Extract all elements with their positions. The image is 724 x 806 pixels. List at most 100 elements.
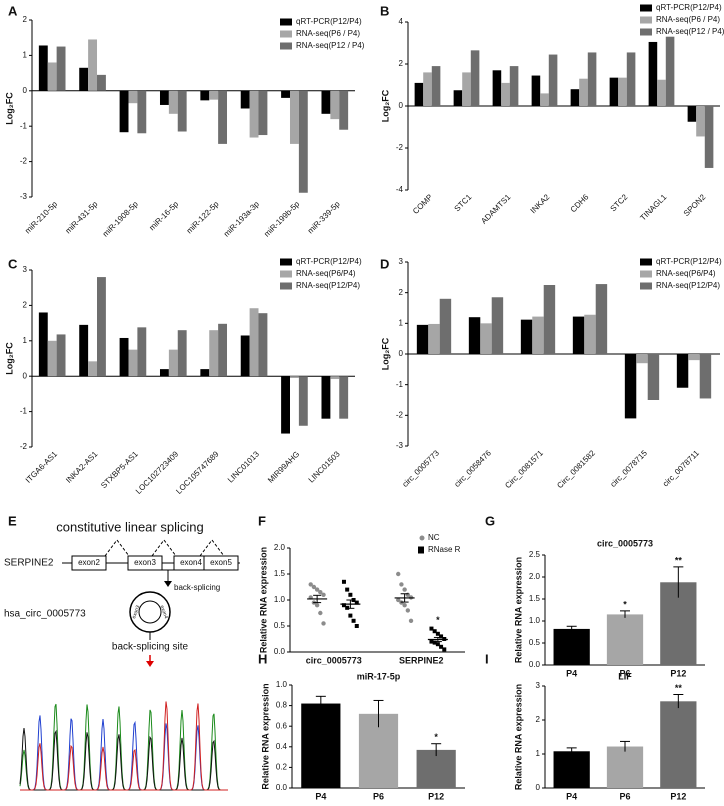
bar bbox=[480, 323, 492, 354]
data-point bbox=[432, 640, 437, 645]
x-tick-label: miR-431-5p bbox=[64, 199, 100, 235]
trace bbox=[20, 701, 228, 791]
trace bbox=[19, 727, 228, 791]
bar bbox=[462, 72, 471, 106]
bar bbox=[606, 746, 644, 788]
data-point bbox=[345, 605, 350, 610]
panel-letter: H bbox=[258, 651, 267, 666]
y-tick-label: 0 bbox=[536, 783, 541, 792]
bar bbox=[595, 284, 608, 354]
x-tick-label: TINAGL1 bbox=[638, 192, 668, 222]
data-point bbox=[348, 592, 353, 597]
bar bbox=[218, 90, 228, 144]
bar bbox=[688, 354, 700, 361]
circ-exon-label: exon4 bbox=[159, 605, 169, 620]
y-tick-label: -2 bbox=[20, 442, 28, 451]
data-point bbox=[435, 631, 440, 636]
data-point bbox=[402, 603, 407, 608]
x-tick-label: circ_0005773 bbox=[306, 655, 362, 665]
y-tick-label: -1 bbox=[20, 407, 28, 416]
y-tick-label: 0.4 bbox=[276, 742, 288, 751]
significance: ** bbox=[675, 555, 683, 565]
y-tick-label: 3 bbox=[399, 257, 404, 266]
diagram-title: constitutive linear splicing bbox=[56, 519, 203, 534]
panel-letter: A bbox=[8, 3, 18, 18]
exon-label: exon4 bbox=[180, 558, 202, 567]
chart-title: circ_0005773 bbox=[597, 538, 653, 548]
x-tick-label: STXBP5-AS1 bbox=[99, 449, 140, 490]
y-tick-label: -2 bbox=[20, 157, 28, 166]
x-tick-label: ADAMTS1 bbox=[479, 192, 512, 225]
panel-letter: B bbox=[380, 3, 389, 18]
data-point bbox=[345, 587, 350, 592]
x-tick-label: circ_0005773 bbox=[401, 448, 442, 489]
x-tick-label: STC1 bbox=[453, 192, 474, 213]
legend-label: NC bbox=[428, 533, 440, 542]
y-tick-label: 0.0 bbox=[529, 660, 541, 669]
bar bbox=[501, 82, 510, 106]
bar bbox=[298, 376, 308, 426]
data-point bbox=[318, 610, 323, 616]
site-arrowhead bbox=[146, 661, 154, 667]
bar bbox=[624, 354, 637, 419]
bar bbox=[218, 323, 228, 377]
bar bbox=[47, 62, 57, 91]
bar bbox=[240, 90, 250, 109]
arrowhead bbox=[164, 581, 172, 587]
significance: * bbox=[436, 615, 440, 625]
x-tick-label: P4 bbox=[566, 791, 577, 801]
bar bbox=[699, 354, 712, 399]
bar bbox=[258, 313, 268, 377]
x-tick-label: Circ_0081582 bbox=[555, 448, 597, 490]
data-point bbox=[341, 603, 346, 608]
x-tick-label: MIR99AHG bbox=[266, 450, 301, 485]
y-tick-label: 0.5 bbox=[274, 621, 286, 630]
x-tick-label: P6 bbox=[373, 791, 384, 801]
y-tick-label: 0.0 bbox=[274, 647, 286, 656]
y-axis-label: Relative RNA expression bbox=[260, 683, 270, 789]
y-tick-label: -2 bbox=[396, 143, 404, 152]
legend-label: RNA-seq(P12/P4) bbox=[296, 281, 360, 290]
x-tick-label: ITGA6-AS1 bbox=[24, 449, 60, 485]
x-tick-label: miR-122-5p bbox=[185, 199, 221, 235]
bar bbox=[416, 324, 429, 354]
data-point bbox=[311, 584, 317, 590]
bar bbox=[137, 327, 147, 377]
y-tick-label: -1 bbox=[396, 380, 404, 389]
bar bbox=[339, 90, 349, 130]
y-tick-label: 1.0 bbox=[276, 680, 288, 689]
circ-exon-label: exon3 bbox=[131, 604, 141, 619]
bar bbox=[168, 90, 178, 114]
bar bbox=[509, 66, 519, 106]
significance: * bbox=[434, 732, 438, 742]
bar bbox=[38, 312, 48, 377]
x-tick-label: P12 bbox=[670, 668, 686, 678]
y-tick-label: 0.5 bbox=[529, 638, 541, 647]
x-tick-label: P6 bbox=[619, 791, 630, 801]
legend-label: RNA-seq(P12/P4) bbox=[656, 281, 720, 290]
x-tick-label: miR-1908-5p bbox=[101, 199, 140, 238]
legend-marker bbox=[280, 270, 292, 278]
bar bbox=[572, 316, 585, 354]
y-tick-label: -2 bbox=[396, 410, 404, 419]
y-tick-label: 2 bbox=[23, 301, 28, 310]
bar bbox=[704, 106, 714, 168]
panel-letter: C bbox=[8, 256, 18, 271]
bar bbox=[520, 319, 533, 354]
data-point bbox=[396, 571, 401, 577]
y-tick-label: 2 bbox=[536, 715, 541, 724]
data-point bbox=[321, 621, 326, 626]
bar bbox=[548, 54, 558, 106]
bar bbox=[439, 298, 452, 354]
bar bbox=[584, 314, 596, 354]
circ-rna-inner bbox=[138, 600, 162, 624]
data-point bbox=[439, 644, 444, 649]
panel-letter: F bbox=[258, 513, 266, 528]
x-tick-label: circ_0078711 bbox=[661, 448, 701, 488]
data-point bbox=[308, 582, 313, 587]
y-tick-label: -1 bbox=[20, 121, 28, 130]
panel-letter: E bbox=[8, 513, 17, 528]
legend-label: qRT-PCR(P12/P4) bbox=[656, 3, 722, 12]
x-tick-label: STC2 bbox=[609, 192, 630, 213]
